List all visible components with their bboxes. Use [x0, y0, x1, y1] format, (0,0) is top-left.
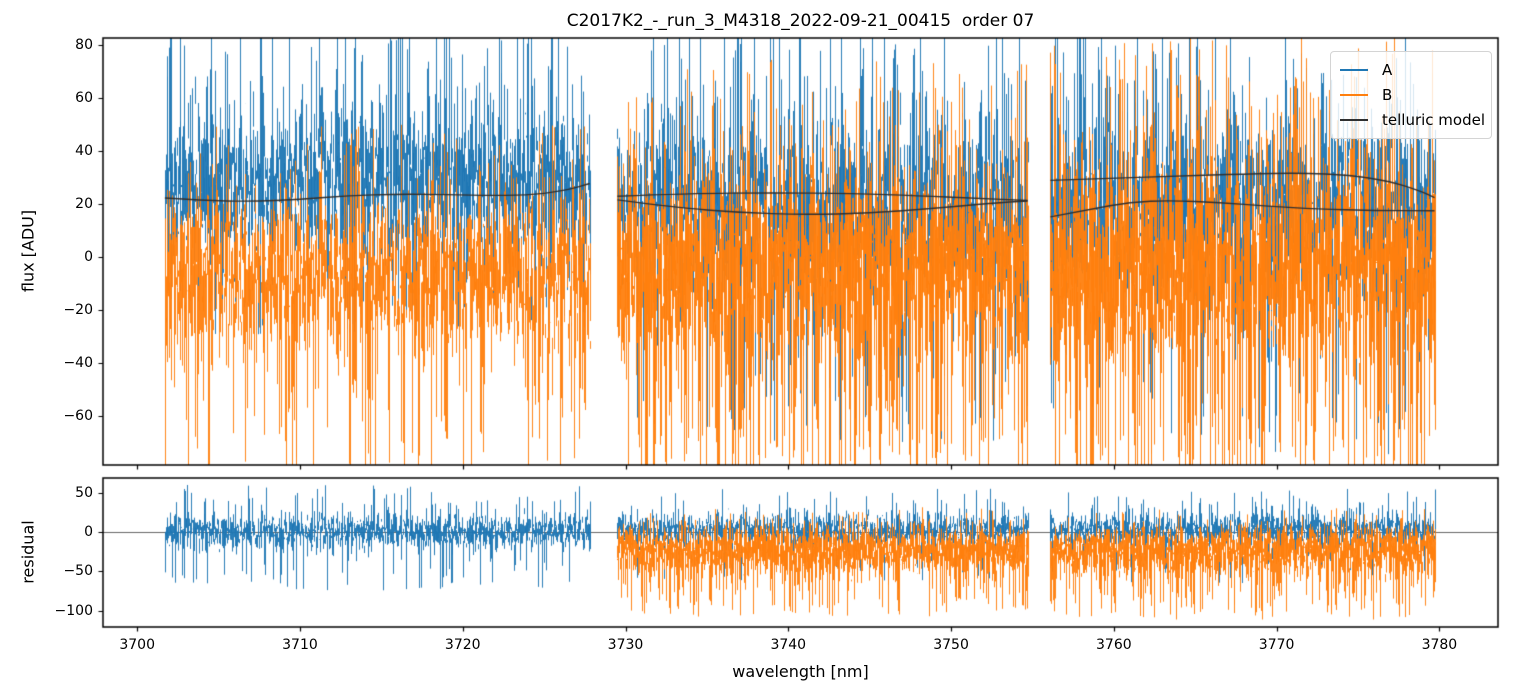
x-tick-label: 3760	[1096, 637, 1132, 653]
y-tick-label: 0	[84, 523, 93, 540]
legend-label-a: A	[1382, 60, 1393, 79]
y-tick-label: −20	[63, 301, 93, 318]
y-tick-label: −100	[54, 602, 93, 619]
figure-title: C2017K2_-_run_3_M4318_2022-09-21_00415 o…	[566, 11, 1035, 31]
y-tick-label: −40	[63, 354, 93, 371]
legend-box: A B telluric model	[1330, 51, 1492, 139]
legend-line-a	[1340, 68, 1368, 71]
x-tick-label: 3730	[607, 637, 644, 653]
y-tick-label: 80	[75, 37, 93, 54]
y-tick-label: 50	[75, 484, 93, 501]
x-tick-label: 3720	[444, 637, 481, 653]
wavelength-axis-label: wavelength [nm]	[732, 662, 869, 681]
y-tick-label: 60	[75, 90, 93, 107]
x-tick-label: 3740	[770, 637, 807, 653]
y-tick-label: −50	[63, 563, 93, 580]
legend-label-b: B	[1382, 85, 1393, 104]
legend-entry-b: B	[1331, 82, 1491, 107]
y-tick-label: −60	[63, 407, 93, 424]
x-tick-label: 3700	[119, 637, 155, 653]
legend-entry-a: A	[1331, 57, 1491, 82]
flux-axis-label: flux [ADU]	[18, 209, 38, 293]
legend-line-b	[1340, 93, 1368, 96]
x-tick-label: 3770	[1258, 637, 1295, 653]
x-tick-label: 3710	[282, 637, 318, 653]
legend-label-telluric: telluric model	[1382, 110, 1486, 129]
y-tick-label: 20	[75, 196, 93, 213]
x-tick-label: 3750	[933, 637, 969, 653]
residual-axis-label: residual	[18, 520, 38, 584]
legend-entry-telluric: telluric model	[1331, 107, 1491, 132]
legend-line-telluric	[1340, 118, 1368, 121]
y-tick-label: 0	[84, 249, 93, 266]
x-tick-label: 3780	[1421, 637, 1458, 653]
y-tick-label: 40	[75, 143, 93, 160]
